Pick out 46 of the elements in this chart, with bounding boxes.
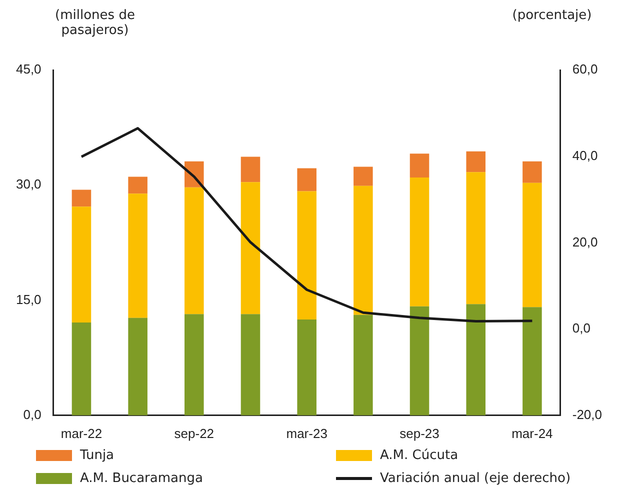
y2-tick-label: 40,0 xyxy=(572,148,598,163)
bar xyxy=(297,191,316,320)
bar xyxy=(466,172,486,304)
bar xyxy=(297,319,316,416)
y2-tick-label: 0,0 xyxy=(572,320,590,336)
legend-label: Tunja xyxy=(80,448,114,463)
bar xyxy=(184,187,204,314)
bar xyxy=(72,322,92,416)
x-tick-label: sep-22 xyxy=(174,426,214,441)
y-tick-label: 15,0 xyxy=(16,292,42,307)
legend-label: Variación anual (eje derecho) xyxy=(380,471,571,486)
bar xyxy=(466,304,486,416)
x-tick-label: mar-23 xyxy=(286,426,328,441)
bar xyxy=(128,318,148,416)
bar xyxy=(522,161,542,183)
y2-axis-title: (porcentaje) xyxy=(511,8,593,23)
bar xyxy=(354,314,373,416)
x-tick-label: sep-23 xyxy=(400,426,440,441)
bar xyxy=(522,307,542,416)
x-tick-label: mar-22 xyxy=(60,426,102,441)
bar xyxy=(128,194,148,318)
y2-tick-label: 60,0 xyxy=(572,62,598,77)
y2-tick-label: 20,0 xyxy=(572,234,598,250)
y-tick-label: 30,0 xyxy=(16,176,42,192)
y2-tick-label: -20,0 xyxy=(572,406,602,422)
y-axis-title: (millones de pasajeros) xyxy=(54,8,136,38)
x-tick-label: mar-24 xyxy=(512,426,553,441)
bar xyxy=(128,176,148,194)
bar xyxy=(466,151,486,172)
bar xyxy=(410,177,430,306)
bar xyxy=(72,190,92,207)
bar xyxy=(354,186,373,315)
bar xyxy=(297,168,316,192)
bar xyxy=(354,166,373,186)
legend-label: A.M. Cúcuta xyxy=(380,448,458,463)
bar xyxy=(184,314,204,416)
bar xyxy=(410,306,430,416)
legend-label: A.M. Bucaramanga xyxy=(80,471,203,486)
bar xyxy=(240,314,260,416)
y-tick-label: 0,0 xyxy=(23,406,42,422)
y-tick-label: 45,0 xyxy=(16,62,42,77)
bar xyxy=(72,206,92,323)
bar xyxy=(240,156,260,182)
bar xyxy=(410,154,430,178)
bar xyxy=(240,182,260,314)
bar xyxy=(522,182,542,308)
